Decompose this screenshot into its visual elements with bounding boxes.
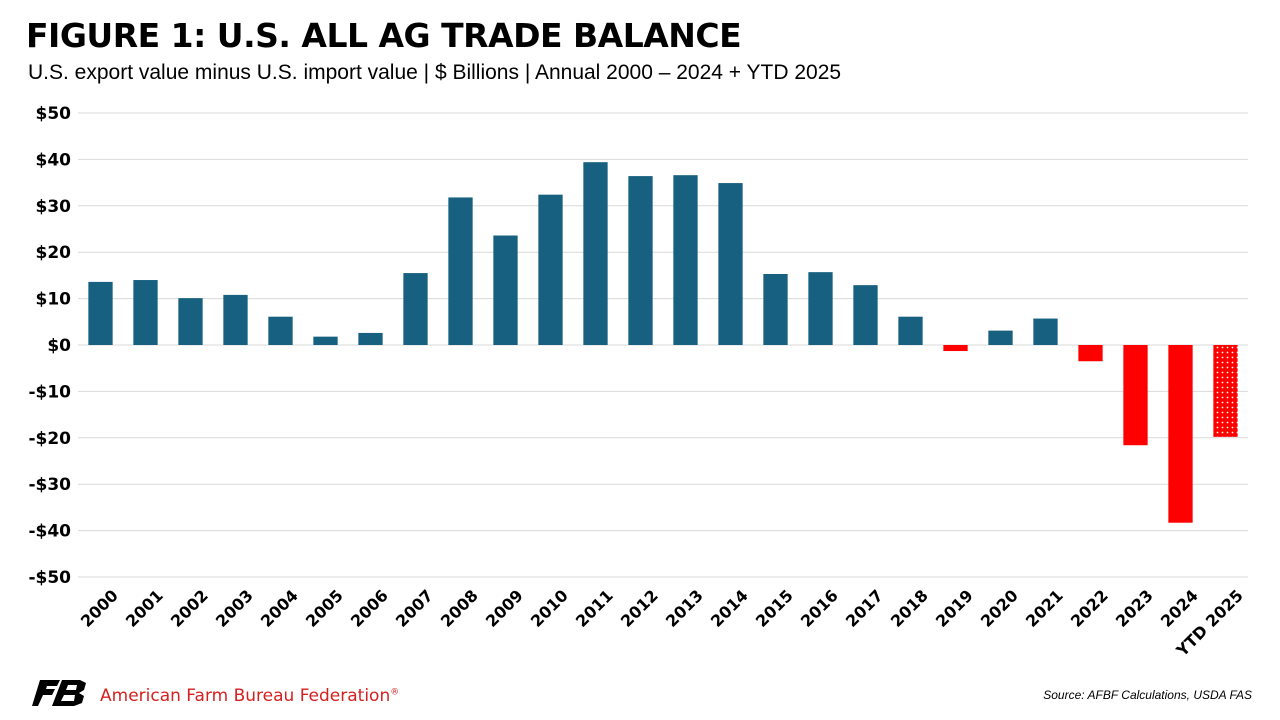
bar-2001	[133, 280, 158, 345]
x-tick-label: 2018	[887, 586, 932, 631]
y-tick-label: $0	[47, 336, 71, 356]
bar-2022	[1078, 345, 1103, 362]
bar-2004	[268, 316, 293, 345]
bars	[88, 162, 1238, 523]
bar-2005	[313, 336, 338, 345]
x-tick-label: 2022	[1067, 586, 1112, 631]
bar-2008	[448, 197, 473, 345]
x-tick-label: 2015	[752, 586, 797, 631]
y-axis-ticks: -$50 -$40 -$30 -$20 -$10 $0 $10 $20 $30 $40 $50	[28, 104, 71, 588]
y-tick-label: $30	[36, 197, 72, 217]
y-tick-label: -$50	[28, 568, 71, 588]
bar-2006	[358, 332, 383, 345]
bar-2023	[1123, 345, 1148, 446]
x-tick-label: 2019	[932, 586, 977, 631]
x-tick-label: 2013	[662, 586, 707, 631]
x-tick-label: 2021	[1022, 586, 1067, 631]
bar-2015	[763, 274, 788, 345]
y-tick-label: -$30	[28, 475, 71, 495]
x-axis-ticks: 2000 2001 2002 2003 2004 2005 2006 2007 2008 2009…	[77, 586, 1247, 661]
x-tick-label: 2007	[392, 586, 437, 631]
x-tick-label: 2012	[617, 586, 662, 631]
bar-2003	[223, 294, 248, 345]
bar-2020	[988, 330, 1013, 345]
x-tick-label: 2001	[122, 586, 167, 631]
bar-2012	[628, 176, 653, 345]
bar-2019	[943, 345, 968, 352]
y-tick-label: -$10	[28, 382, 71, 402]
x-tick-label: 2005	[302, 586, 347, 631]
bar-ytd-2025	[1213, 345, 1238, 437]
bar-2009	[493, 235, 518, 345]
organization-name: American Farm Bureau Federation®	[100, 686, 400, 706]
bar-2016	[808, 272, 833, 345]
x-tick-label: 2003	[212, 586, 257, 631]
bar-2014	[718, 183, 743, 345]
y-tick-label: $40	[36, 150, 72, 170]
source-note: Source: AFBF Calculations, USDA FAS	[1043, 688, 1252, 702]
y-tick-label: $20	[36, 243, 72, 263]
x-tick-label: 2010	[527, 586, 572, 631]
bar-2013	[673, 175, 698, 345]
bar-2010	[538, 194, 563, 345]
bar-2011	[583, 162, 608, 345]
x-tick-label: 2016	[797, 586, 842, 631]
x-tick-label: 2017	[842, 586, 887, 631]
x-tick-label: 2000	[77, 586, 122, 631]
y-tick-label: -$20	[28, 429, 71, 449]
y-tick-label: $10	[36, 290, 72, 310]
x-tick-label: 2008	[437, 586, 482, 631]
bar-2024	[1168, 345, 1193, 523]
x-tick-label: 2002	[167, 586, 212, 631]
registered-mark: ®	[390, 687, 400, 698]
bar-2021	[1033, 318, 1058, 345]
x-tick-label: 2009	[482, 586, 527, 631]
bar-2018	[898, 316, 923, 345]
bar-2007	[403, 273, 428, 345]
bar-2002	[178, 298, 203, 345]
gridlines	[78, 112, 1248, 578]
x-tick-label: 2006	[347, 586, 392, 631]
x-tick-label: 2004	[257, 586, 302, 631]
chart-subtitle: U.S. export value minus U.S. import valu…	[28, 61, 842, 84]
x-tick-label: 2011	[572, 586, 617, 631]
x-tick-label: 2023	[1112, 586, 1157, 631]
bar-2000	[88, 281, 113, 345]
x-tick-label: 2020	[977, 586, 1022, 631]
bar-2017	[853, 285, 878, 345]
y-tick-label: -$40	[28, 522, 71, 542]
y-tick-label: $50	[36, 104, 72, 124]
bar-chart: -$50 -$40 -$30 -$20 -$10 $0 $10 $20 $30 $40 $50 20…	[28, 104, 1248, 661]
x-tick-label: 2014	[707, 586, 752, 631]
afbf-logo-icon	[32, 680, 86, 706]
chart-title: FIGURE 1: U.S. ALL AG TRADE BALANCE	[26, 16, 742, 55]
